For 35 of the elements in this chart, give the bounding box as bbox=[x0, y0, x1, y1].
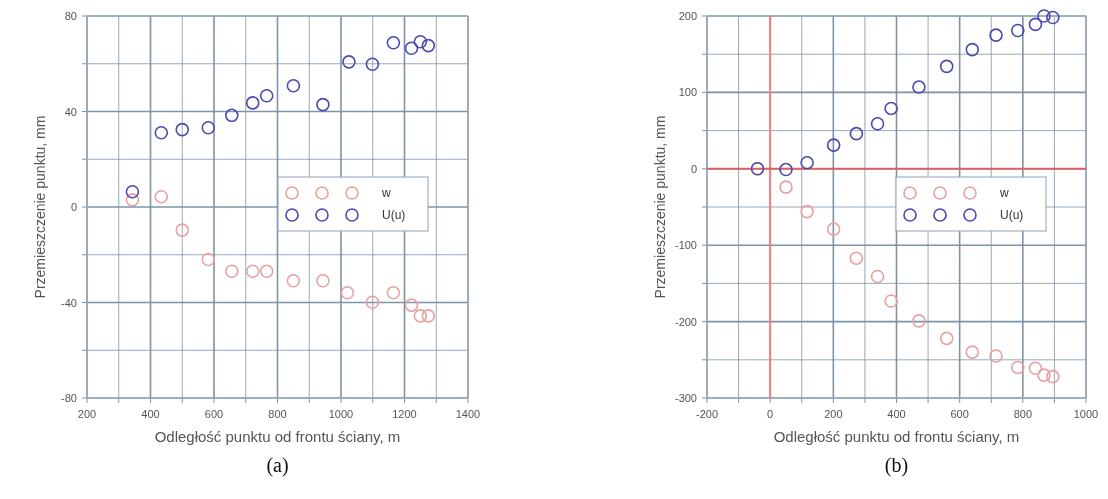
text: (a) bbox=[266, 454, 289, 477]
y-tick-label: 80 bbox=[64, 10, 77, 22]
x-axis-title: Odległość punktu od frontu ściany, m bbox=[154, 428, 401, 445]
x-tick-label: 400 bbox=[887, 408, 906, 420]
x-tick-label: 1400 bbox=[455, 408, 481, 420]
x-tick-label: 600 bbox=[204, 408, 224, 420]
y-tick-label: 0 bbox=[690, 162, 697, 175]
x-tick-label: 0 bbox=[767, 408, 774, 420]
y-tick-label: 100 bbox=[678, 86, 697, 99]
legend-label: w bbox=[381, 186, 391, 200]
x-tick-label: 1000 bbox=[1073, 408, 1099, 420]
y-tick-label: -100 bbox=[674, 239, 697, 252]
legend-label: w bbox=[999, 186, 1009, 200]
x-tick-label: 800 bbox=[268, 408, 287, 420]
legend-label: U(u) bbox=[382, 208, 406, 222]
y-tick-label: 40 bbox=[64, 105, 77, 118]
text: (b) bbox=[884, 454, 909, 477]
y-tick-label: 200 bbox=[678, 10, 697, 22]
y-tick-label: -300 bbox=[674, 392, 697, 404]
y-tick-label: -40 bbox=[61, 296, 77, 309]
x-axis-title: Odległość punktu od frontu ściany, m bbox=[773, 428, 1020, 445]
y-axis-title: Przemieszczenie punktu, mm bbox=[32, 115, 48, 299]
x-tick-label: 1200 bbox=[392, 408, 417, 420]
x-tick-label: 200 bbox=[77, 408, 97, 420]
x-tick-label: 1000 bbox=[328, 408, 354, 420]
x-tick-label: 200 bbox=[824, 408, 843, 420]
x-tick-label: 600 bbox=[950, 408, 969, 420]
y-tick-label: -80 bbox=[61, 392, 77, 404]
y-tick-label: -200 bbox=[674, 315, 697, 328]
legend-label: U(u) bbox=[1000, 208, 1024, 222]
x-tick-label: 400 bbox=[141, 408, 160, 420]
y-tick-label: 0 bbox=[70, 201, 77, 213]
x-tick-label: 800 bbox=[1013, 408, 1033, 420]
x-tick-label: -200 bbox=[695, 408, 719, 420]
y-axis-title: Przemieszczenie punktu, mm bbox=[652, 115, 668, 299]
